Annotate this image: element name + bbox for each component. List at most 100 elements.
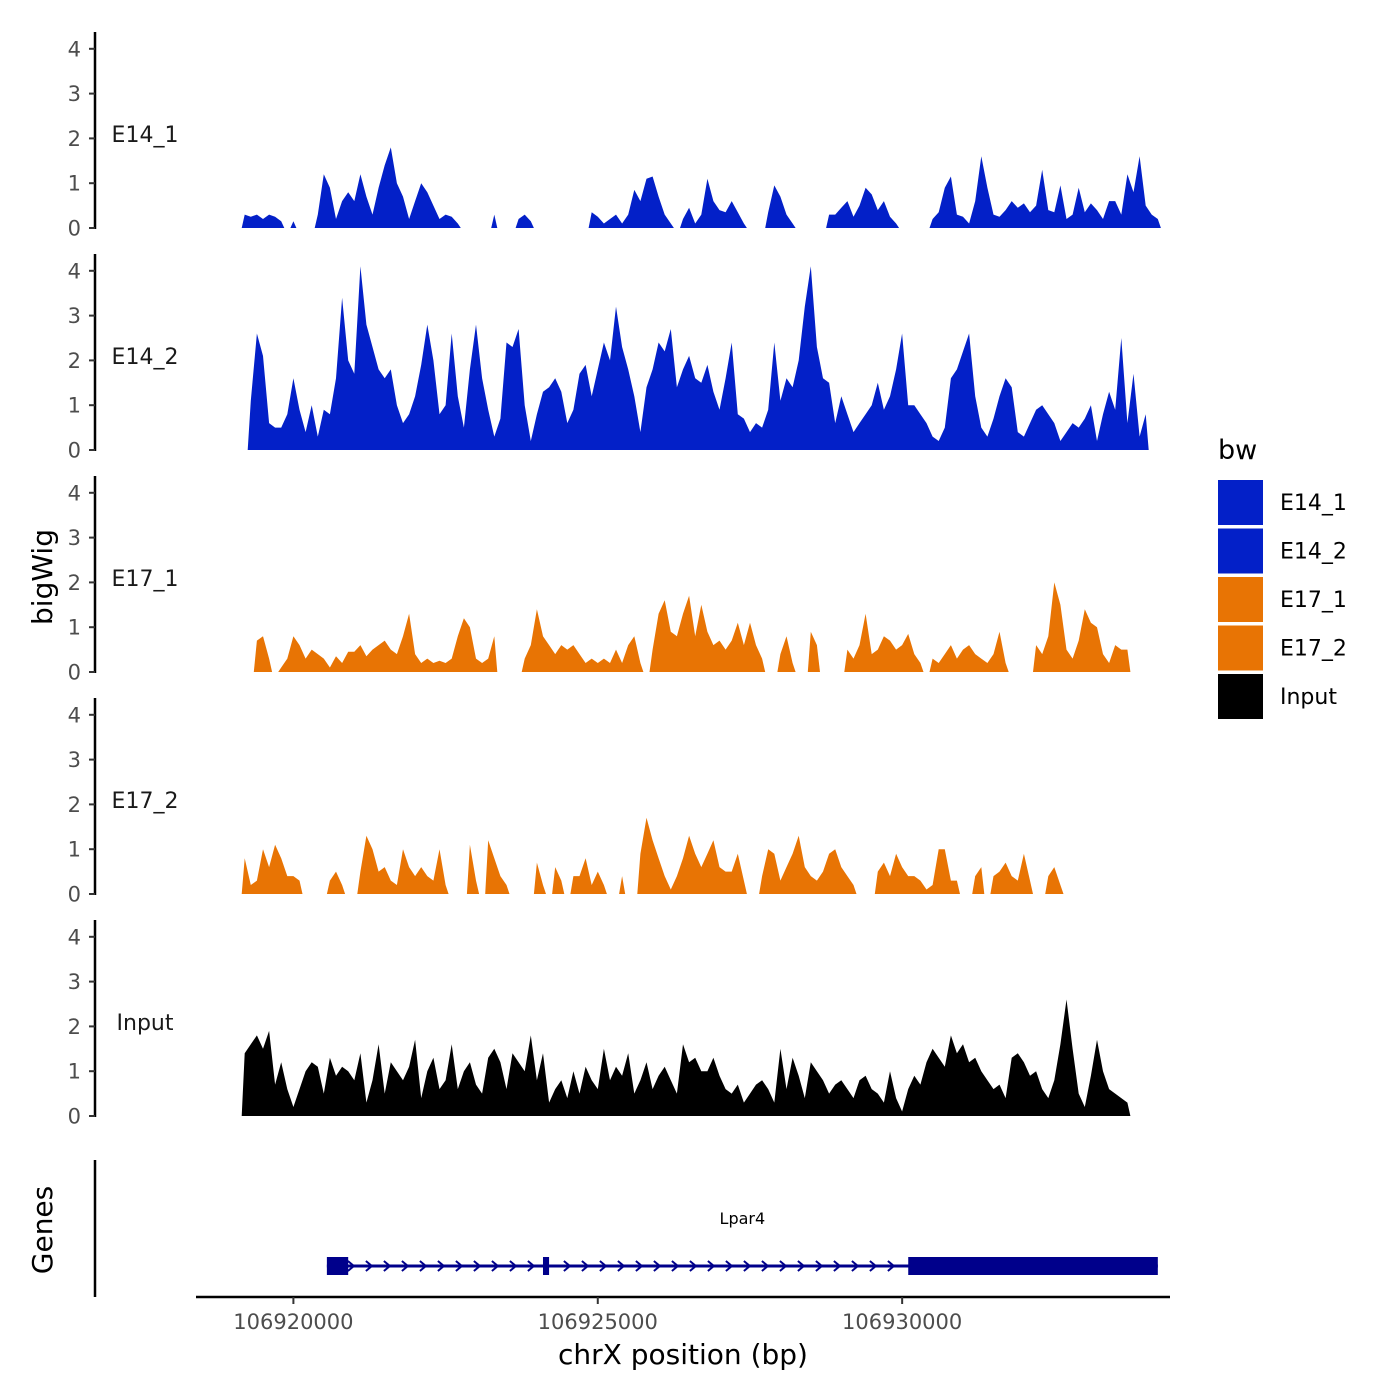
strand-arrow-icon <box>419 1260 428 1272</box>
track-label: Input <box>117 1011 174 1036</box>
signal-area <box>253 636 273 672</box>
x-axis-title: chrX position (bp) <box>558 1338 808 1371</box>
track-panel-e14-2: 0 1 2 3 4 E14_2 <box>68 254 1149 463</box>
signal-area <box>929 631 1009 672</box>
strand-arrow-icon <box>653 1260 662 1272</box>
strand-arrow-icon <box>869 1260 878 1272</box>
y-tick-label: 0 <box>68 883 81 907</box>
signal-area <box>680 178 747 228</box>
y-tick-label: 3 <box>68 526 81 550</box>
y-tick-label: 1 <box>68 394 81 418</box>
strand-arrow-icon <box>491 1260 500 1272</box>
y-axis-title: bigWig <box>26 529 59 625</box>
legend-swatch <box>1218 577 1263 622</box>
x-tick-label: 106920000 <box>233 1310 353 1334</box>
legend-label: E17_1 <box>1280 588 1347 613</box>
legend-label: E14_1 <box>1280 491 1347 516</box>
signal-area <box>357 835 449 894</box>
y-tick-label: 2 <box>68 349 81 373</box>
legend-swatch <box>1218 625 1263 671</box>
signal-area <box>290 221 297 228</box>
legend-entry-e14-1: E14_1 <box>1218 480 1347 525</box>
track-panel-input: 0 1 2 3 4 Input <box>68 920 1131 1129</box>
strand-arrow-icon <box>833 1260 842 1272</box>
signal-area <box>765 185 796 228</box>
signal-area <box>570 858 607 894</box>
signal-area <box>1033 582 1131 672</box>
strand-arrow-icon <box>437 1260 446 1272</box>
legend: E14_1 E14_2 E17_1 E17_2 Input <box>1218 480 1347 719</box>
legend-label: E14_2 <box>1280 540 1347 565</box>
strand-arrow-icon <box>743 1260 752 1272</box>
strand-arrow-icon <box>599 1260 608 1272</box>
track-label: E14_2 <box>112 345 179 370</box>
y-tick-label: 0 <box>68 661 81 685</box>
track-label: E17_1 <box>112 567 179 592</box>
y-tick-label: 2 <box>68 571 81 595</box>
signal-area <box>326 871 346 894</box>
signal-area <box>588 176 674 228</box>
strand-arrow-icon <box>617 1260 626 1272</box>
gene-exon <box>542 1257 550 1275</box>
y-tick-label: 4 <box>68 259 81 283</box>
track-panel-e14-1: 0 1 2 3 4 E14_1 <box>68 32 1161 241</box>
strand-arrow-icon <box>761 1260 770 1272</box>
y-tick-label: 0 <box>68 439 81 463</box>
x-tick-label: 106925000 <box>538 1310 658 1334</box>
signal-area <box>485 840 510 894</box>
y-tick-label: 0 <box>68 1105 81 1129</box>
gene-exon <box>908 1257 1158 1275</box>
strand-arrow-icon <box>455 1260 464 1272</box>
bigwig-tracks: 0 1 2 3 4 E14_1 0 1 2 3 4 E14_2 0 1 2 3 4 E17_1 0 1 2 3 4 E17_2… <box>68 32 1161 1129</box>
y-tick-label: 1 <box>68 1060 81 1084</box>
y-tick-label: 1 <box>68 172 81 196</box>
y-tick-label: 0 <box>68 217 81 241</box>
gene-lpar4: Lpar4 <box>326 1209 1158 1275</box>
signal-area <box>826 187 900 228</box>
y-tick-label: 1 <box>68 616 81 640</box>
track-label: E17_2 <box>112 789 179 814</box>
legend-entry-e17-1: E17_1 <box>1218 577 1347 622</box>
legend-entry-input: Input <box>1218 674 1337 719</box>
signal-area <box>241 844 303 894</box>
strand-arrow-icon <box>635 1260 644 1272</box>
x-tick-label: 106930000 <box>842 1310 962 1334</box>
strand-arrow-icon <box>779 1260 788 1272</box>
strand-arrow-icon <box>527 1260 536 1272</box>
y-tick-label: 2 <box>68 1015 81 1039</box>
legend-entry-e14-2: E14_2 <box>1218 528 1347 574</box>
strand-arrow-icon <box>851 1260 860 1272</box>
legend-title: bw <box>1218 435 1257 466</box>
legend-entry-e17-2: E17_2 <box>1218 625 1347 671</box>
signal-area <box>241 999 1131 1116</box>
strand-arrow-icon <box>707 1260 716 1272</box>
signal-area <box>777 636 796 672</box>
y-tick-label: 1 <box>68 838 81 862</box>
strand-arrow-icon <box>725 1260 734 1272</box>
strand-arrow-icon <box>689 1260 698 1272</box>
track-label: E14_1 <box>112 123 179 148</box>
signal-area <box>619 876 626 894</box>
signal-area <box>637 817 747 894</box>
y-tick-label: 2 <box>68 793 81 817</box>
track-panel-e17-2: 0 1 2 3 4 E17_2 <box>68 698 1064 907</box>
y-tick-label: 2 <box>68 127 81 151</box>
strand-arrow-icon <box>563 1260 572 1272</box>
signal-area <box>515 214 534 228</box>
signal-area <box>759 835 857 894</box>
strand-arrow-icon <box>797 1260 806 1272</box>
signal-area <box>241 214 285 228</box>
signal-area <box>807 631 820 672</box>
signal-area <box>466 844 480 894</box>
legend-swatch <box>1218 674 1263 719</box>
signal-area <box>844 613 924 672</box>
signal-area <box>552 867 565 894</box>
y-tick-label: 3 <box>68 82 81 106</box>
gene-exon <box>326 1257 349 1275</box>
legend-swatch <box>1218 480 1263 525</box>
signal-area <box>1045 867 1064 894</box>
signal-area <box>278 613 498 672</box>
genes-panel-title: Genes <box>26 1186 59 1274</box>
signal-area <box>972 867 985 894</box>
signal-area <box>929 156 1161 228</box>
